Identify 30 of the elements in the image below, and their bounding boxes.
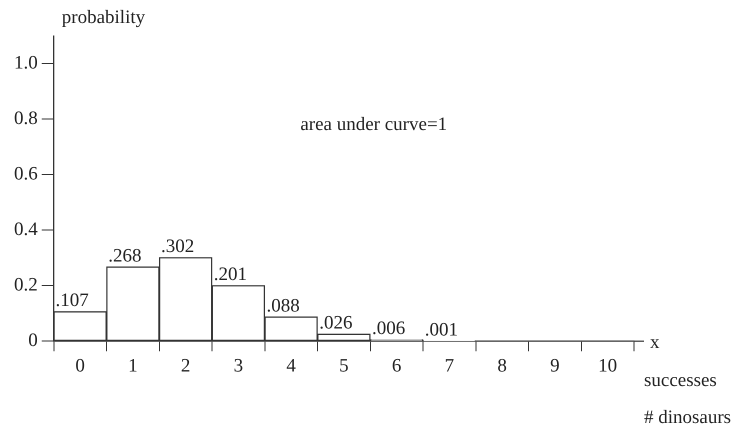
data-label: .088 <box>266 295 300 316</box>
data-label: .107 <box>56 290 89 311</box>
data-label: .201 <box>214 264 247 285</box>
x-tick-label: 4 <box>286 356 296 377</box>
data-label: .006 <box>372 318 406 340</box>
data-label: .268 <box>108 245 142 266</box>
y-tick-label: 0.2 <box>14 274 38 296</box>
annotation: area under curve=1 <box>300 114 448 135</box>
data-label: .026 <box>319 312 352 334</box>
data-label: .302 <box>161 236 194 257</box>
y-axis-title: probability <box>62 6 146 28</box>
x-tick-label: 10 <box>598 356 618 377</box>
x-tick-label: 6 <box>392 356 402 377</box>
x-tick-label: 0 <box>75 356 85 377</box>
data-label: .001 <box>424 319 458 340</box>
x-tick-label: 9 <box>550 356 560 377</box>
x-tick-label: 7 <box>444 356 454 377</box>
y-tick-label: 0 <box>28 330 38 352</box>
x-tick-label: 8 <box>497 356 507 377</box>
text: # dinosaurs <box>644 406 732 428</box>
x-tick-label: 1 <box>128 356 138 377</box>
y-tick-label: 0.6 <box>14 164 38 185</box>
x-tick-label: 5 <box>339 356 349 377</box>
x-axis-title: x <box>650 332 660 354</box>
y-tick-label: 0.4 <box>14 219 38 240</box>
text: successes <box>644 370 717 391</box>
y-tick-label: 1.0 <box>14 52 38 74</box>
y-tick-label: 0.8 <box>14 108 38 130</box>
x-tick-label: 3 <box>234 356 244 377</box>
x-tick-label: 2 <box>180 356 190 377</box>
